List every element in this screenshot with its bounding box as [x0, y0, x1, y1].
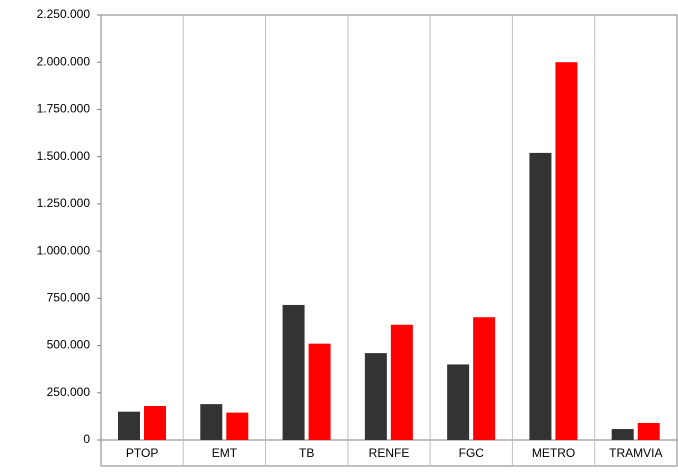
bar — [447, 364, 470, 440]
x-tick-label: PTOP — [126, 446, 158, 460]
bar — [390, 324, 413, 440]
bar — [200, 404, 223, 440]
bar — [308, 343, 331, 440]
y-tick-label: 2.250.000 — [37, 7, 91, 21]
bar — [118, 411, 140, 440]
bar — [529, 152, 552, 440]
y-tick-label: 1.250.000 — [37, 196, 91, 210]
x-tick-label: METRO — [532, 446, 575, 460]
bar — [144, 406, 166, 440]
x-tick-label: FGC — [459, 446, 485, 460]
x-tick-label: TRAMVIA — [609, 446, 662, 460]
bar — [555, 62, 578, 440]
x-tick-label: RENFE — [369, 446, 410, 460]
bar — [611, 429, 634, 440]
y-tick-label: 1.750.000 — [37, 102, 91, 116]
bar — [473, 317, 496, 440]
y-tick-label: 0 — [83, 432, 90, 446]
y-tick-label: 1.500.000 — [37, 149, 91, 163]
y-tick-label: 500.000 — [47, 338, 91, 352]
bar — [226, 412, 249, 440]
y-tick-label: 2.000.000 — [37, 54, 91, 68]
y-tick-label: 750.000 — [47, 291, 91, 305]
x-tick-label: EMT — [212, 446, 238, 460]
plot-area — [100, 14, 678, 467]
bar — [637, 423, 660, 440]
bar — [364, 353, 387, 440]
x-tick-label: TB — [299, 446, 314, 460]
bar — [282, 304, 305, 440]
y-tick-label: 250.000 — [47, 385, 91, 399]
y-tick-label: 1.000.000 — [37, 243, 91, 257]
